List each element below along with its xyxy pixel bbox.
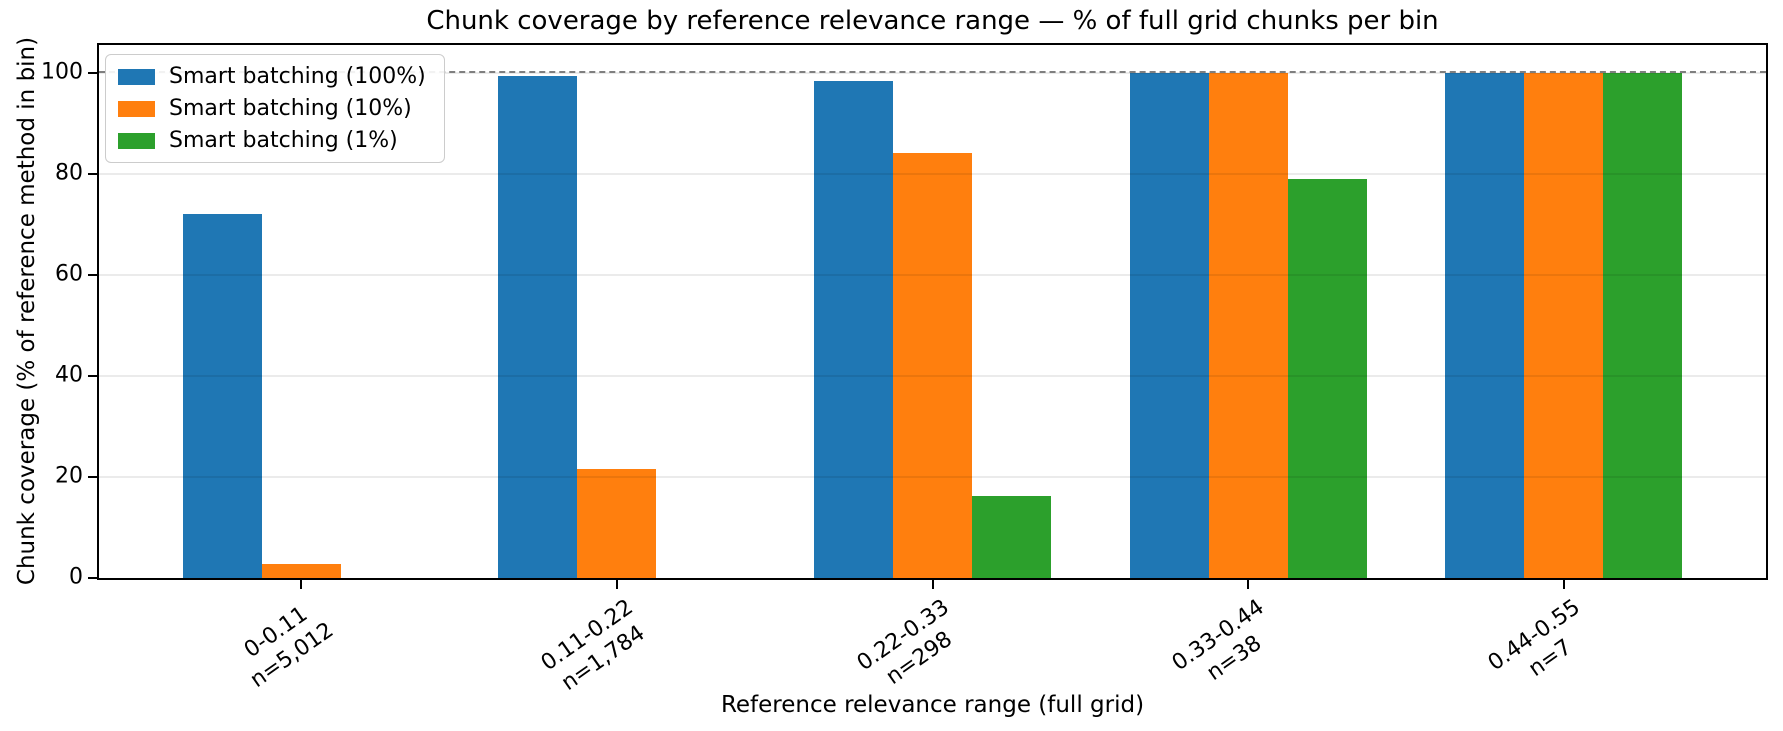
bar-smart-batching-10--bin4 [1209,73,1288,578]
bar-smart-batching-100--bin4 [1130,73,1209,578]
x-tick-label-bin5: 0.44-0.55 n=7 [1483,594,1585,682]
y-tick-label-0: 0 [69,564,83,590]
bar-smart-batching-10--bin5 [1524,73,1603,578]
plot-area [97,43,1768,580]
legend-label: Smart batching (10%) [169,96,412,121]
bar-smart-batching-10--bin3 [893,153,972,578]
y-tick-label-20: 20 [55,463,83,489]
legend-label: Smart batching (1%) [169,128,398,153]
reference-line-100pct [99,71,1766,73]
x-tick-label-bin1: 0-0.11 n=5,012 [239,601,338,693]
bars-layer [99,45,1766,578]
y-tick-label-100: 100 [41,59,83,85]
bar-smart-batching-100--bin3 [814,81,893,578]
bar-smart-batching-10--bin1 [262,564,341,578]
y-tick-mark-60 [88,274,97,276]
y-tick-mark-40 [88,375,97,377]
legend-item: Smart batching (100%) [118,64,426,89]
bar-smart-batching-1--bin4 [1288,179,1367,578]
x-tick-mark-bin5 [1563,580,1565,589]
x-tick-label-bin2: 0.11-0.22 n=1,784 [536,594,650,696]
gridline-y100 [99,72,1766,74]
bar-smart-batching-100--bin2 [498,76,577,578]
legend-item: Smart batching (10%) [118,96,426,121]
legend-swatch-icon [118,132,155,149]
y-tick-label-80: 80 [55,160,83,186]
y-tick-label-60: 60 [55,261,83,287]
grid-layer [99,45,1766,578]
gridline-y60 [99,274,1766,276]
y-tick-label-40: 40 [55,362,83,388]
x-tick-label-bin3: 0.22-0.33 n=298 [852,594,957,690]
y-tick-mark-100 [88,72,97,74]
y-tick-mark-0 [88,577,97,579]
legend-item: Smart batching (1%) [118,128,426,153]
gridline-y80 [99,173,1766,175]
legend-swatch-icon [118,100,155,117]
x-tick-mark-bin4 [1247,580,1249,589]
legend-label: Smart batching (100%) [169,64,426,89]
bar-smart-batching-1--bin5 [1603,73,1682,578]
gridline-y40 [99,375,1766,377]
bar-smart-batching-100--bin5 [1445,73,1524,578]
bar-smart-batching-100--bin1 [183,214,262,578]
x-tick-mark-bin3 [932,580,934,589]
y-tick-mark-80 [88,173,97,175]
bar-smart-batching-10--bin2 [577,469,656,578]
x-tick-label-bin4: 0.33-0.44 n=38 [1167,594,1269,686]
x-tick-mark-bin2 [616,580,618,589]
gridline-y20 [99,476,1766,478]
y-axis-title: Chunk coverage (% of reference method in… [14,36,40,586]
legend: Smart batching (100%) Smart batching (10%… [105,54,445,163]
bar-smart-batching-1--bin3 [972,496,1051,578]
legend-swatch-icon [118,68,155,85]
x-tick-mark-bin1 [300,580,302,589]
x-axis-title: Reference relevance range (full grid) [720,692,1145,718]
chart-title: Chunk coverage by reference relevance ra… [426,6,1439,36]
y-tick-mark-20 [88,476,97,478]
